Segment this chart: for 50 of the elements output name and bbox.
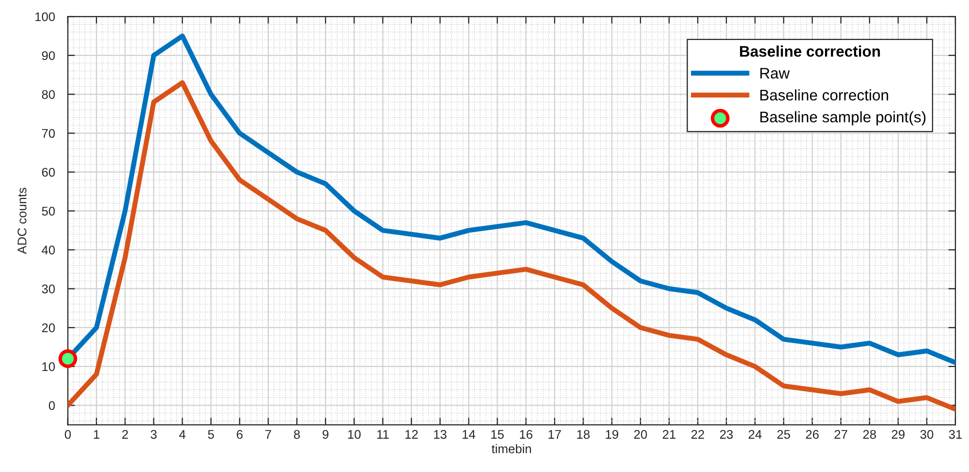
y-tick-label: 50: [42, 206, 55, 216]
x-tick-label: 12: [405, 430, 418, 439]
x-tick-label: 18: [577, 430, 590, 439]
x-axis-title: timebin: [492, 444, 531, 454]
x-tick-label: 14: [462, 430, 476, 439]
x-tick-label: 6: [236, 430, 243, 439]
legend-label: Baseline correction: [760, 89, 888, 101]
y-tick-label: 90: [42, 51, 55, 60]
x-tick-label: 23: [720, 430, 733, 439]
y-axis-title: ADC counts: [18, 188, 26, 254]
line-series: [68, 80, 956, 412]
x-tick-label: 7: [265, 430, 272, 439]
x-tick-label: 21: [662, 430, 676, 439]
x-tick-label: 2: [122, 430, 128, 439]
x-tick-label: 31: [948, 430, 962, 439]
x-tick-label: 10: [348, 430, 361, 439]
y-tick-label: 80: [42, 90, 55, 99]
x-tick-label: 13: [434, 430, 446, 439]
x-tick-label: 15: [491, 430, 504, 439]
x-tick-label: 11: [377, 430, 389, 439]
x-tick-label: 29: [892, 430, 905, 439]
x-tick-label: 0: [64, 430, 71, 439]
y-tick-label: 100: [35, 12, 55, 22]
y-tick-label: 10: [42, 362, 55, 372]
legend-label: Raw: [760, 68, 790, 79]
x-tick-label: 5: [208, 430, 214, 439]
y-tick-label: 40: [42, 246, 55, 254]
x-tick-label: 27: [834, 430, 848, 439]
x-tick-label: 4: [179, 430, 186, 439]
y-tick-label: 70: [42, 128, 55, 138]
x-tick-label: 24: [748, 430, 762, 439]
x-tick-label: 25: [777, 430, 790, 439]
x-tick-label: 22: [691, 430, 704, 439]
x-tick-label: 19: [606, 430, 618, 439]
x-tick-label: 28: [863, 430, 876, 439]
legend-title: Baseline correction: [740, 46, 880, 57]
x-tick-label: 8: [294, 430, 300, 439]
y-tick-label: 0: [48, 401, 55, 410]
y-tick-label: 60: [42, 168, 55, 177]
y-tick-label: 20: [42, 323, 55, 332]
y-tick-label: 30: [42, 284, 55, 294]
x-tick-label: 30: [920, 430, 934, 439]
x-tick-label: 1: [94, 430, 100, 439]
x-tick-label: 9: [322, 430, 328, 439]
x-tick-label: 3: [150, 430, 157, 439]
x-tick-label: 20: [634, 430, 647, 439]
x-tick-label: 26: [806, 430, 819, 439]
x-tick-label: 17: [548, 430, 561, 439]
legend-label: Baseline sample point(s): [760, 111, 926, 126]
x-tick-label: 16: [520, 430, 532, 439]
